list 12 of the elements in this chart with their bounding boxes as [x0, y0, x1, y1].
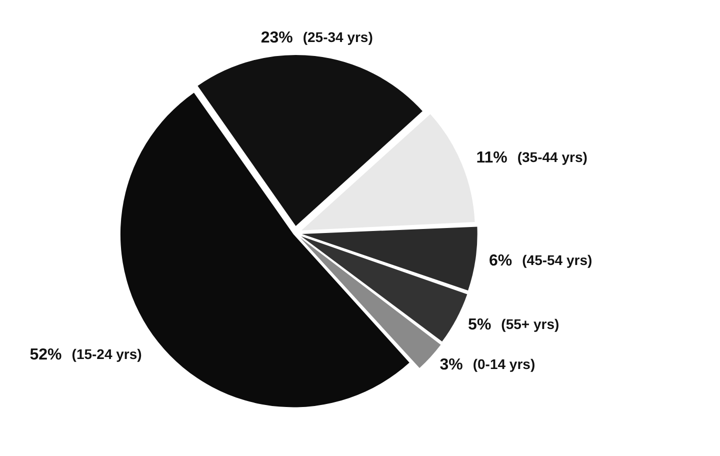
data-label: 52% [30, 346, 62, 364]
data-label: 5% [468, 316, 492, 334]
slice-label: (45-54 yrs) [522, 252, 592, 268]
slice-label: (0-14 yrs) [472, 356, 536, 372]
slice-label: (25-34 yrs) [302, 29, 373, 46]
data-label: 11% [476, 150, 508, 167]
slice-label: (15-24 yrs) [72, 346, 142, 362]
data-label: 3% [440, 356, 463, 374]
slice-label: (35-44 yrs) [517, 149, 588, 166]
slice-label: (55+ yrs) [501, 316, 560, 332]
data-label: 6% [488, 252, 512, 270]
data-label: 23% [260, 30, 293, 47]
